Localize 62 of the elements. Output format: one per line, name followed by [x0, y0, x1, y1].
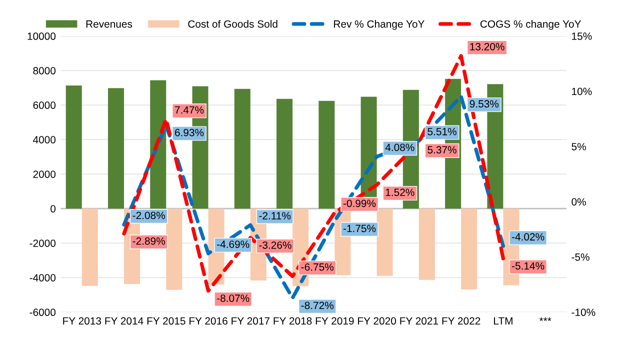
x-tick-label: FY 2018	[274, 317, 312, 325]
y2-tick-label: 0%	[572, 198, 586, 206]
bar	[418, 208, 435, 280]
data-label: -4.69%	[217, 240, 250, 248]
data-label: 1.52%	[386, 188, 414, 196]
data-label: 13.20%	[470, 42, 504, 50]
x-tick-label: FY 2020	[358, 317, 396, 325]
y-tick-label: -4000	[30, 274, 56, 282]
data-label: -1.75%	[343, 224, 376, 232]
data-label: -2.89%	[132, 237, 165, 245]
data-label: 4.08%	[385, 144, 414, 152]
y-tick-label: 8000	[33, 67, 56, 74]
y2-tick-label: 15%	[572, 32, 592, 40]
bar	[66, 86, 82, 209]
data-label: -8.07%	[217, 294, 250, 302]
y-tick-label: 0	[50, 205, 56, 212]
y2-tick-label: -5%	[572, 253, 590, 261]
x-tick-label: FY 2015	[147, 317, 186, 325]
x-tick-label: FY 2021	[400, 317, 438, 325]
y-tick-label: 2000	[33, 170, 56, 178]
x-tick-label: ***	[539, 317, 552, 322]
bar	[82, 208, 98, 286]
bar	[461, 208, 478, 290]
data-label: -2.11%	[259, 212, 291, 220]
data-label: -5.14%	[512, 262, 544, 270]
data-label: 5.51%	[428, 128, 456, 136]
data-label: 7.47%	[175, 106, 204, 114]
data-label: -0.99%	[343, 200, 376, 208]
data-label: -3.26%	[259, 241, 292, 249]
data-label: -2.08%	[132, 212, 165, 220]
y2-tick-label: 10%	[572, 88, 592, 96]
x-tick-label: FY 2019	[316, 317, 354, 325]
bar	[108, 88, 124, 209]
y2-tick-label: 5%	[572, 143, 586, 150]
y-tick-label: -6000	[30, 308, 56, 316]
y-tick-label: 6000	[33, 102, 56, 109]
x-tick-label: LTM	[494, 317, 512, 325]
legend-label: Cost of Goods Sold	[188, 20, 278, 28]
data-label: -8.72%	[301, 302, 334, 310]
x-tick-label: FY 2022	[442, 317, 480, 325]
line-series	[122, 94, 506, 300]
y-tick-label: 10000	[28, 32, 56, 40]
y2-tick-label: -10%	[572, 308, 596, 316]
bar	[376, 208, 393, 276]
data-label: 9.53%	[470, 100, 499, 108]
bar	[166, 208, 182, 290]
legend-label: Rev % Change YoY	[334, 20, 424, 30]
line-series	[122, 54, 506, 293]
bar	[234, 88, 250, 209]
x-tick-label: FY 2014	[105, 317, 144, 325]
legend-label: COGS % change YoY	[480, 20, 582, 30]
data-label: 5.37%	[428, 146, 456, 154]
legend-label: Revenues	[86, 20, 132, 28]
data-label: 6.93%	[174, 128, 204, 136]
x-tick-label: FY 2017	[232, 317, 270, 325]
data-label: -6.75%	[301, 263, 334, 271]
y-tick-label: 4000	[33, 136, 56, 144]
x-tick-label: FY 2016	[190, 317, 228, 325]
y-tick-label: -2000	[30, 240, 56, 247]
x-tick-label: FY 2013	[63, 317, 102, 325]
bar	[318, 100, 335, 209]
data-label: -4.02%	[512, 233, 544, 241]
